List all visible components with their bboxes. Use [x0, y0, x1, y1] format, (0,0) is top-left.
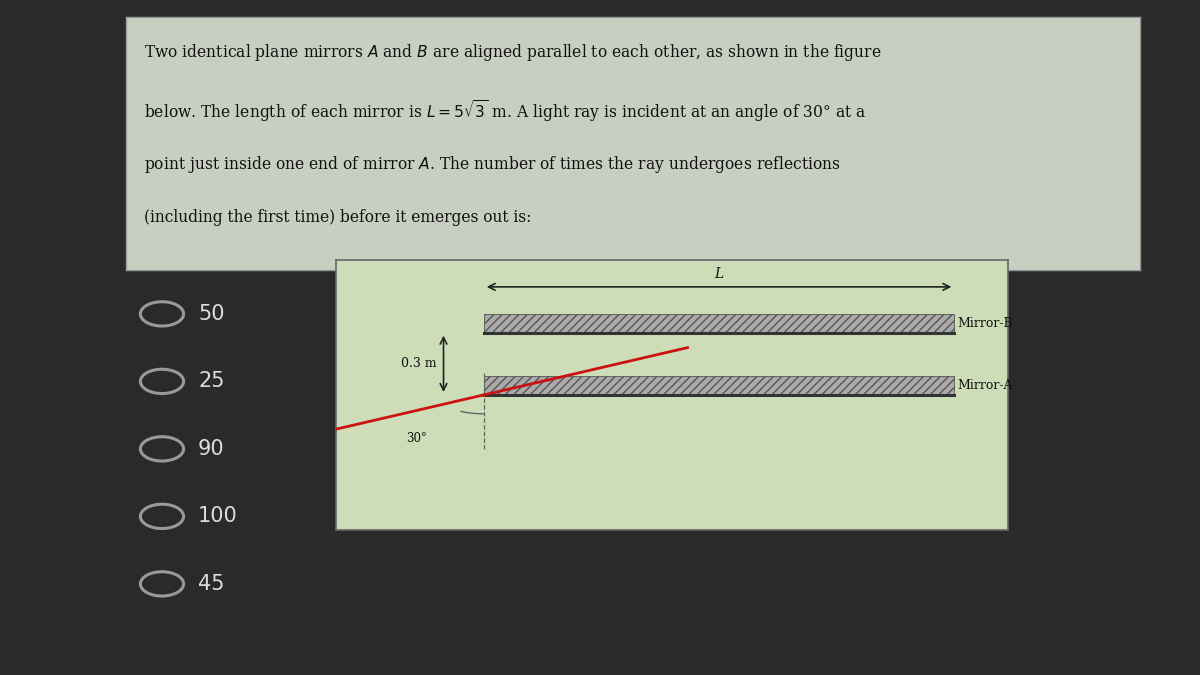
Bar	[484, 376, 954, 395]
Text: Two identical plane mirrors $A$ and $B$ are aligned parallel to each other, as s: Two identical plane mirrors $A$ and $B$ …	[144, 42, 882, 63]
Text: (including the first time) before it emerges out is:: (including the first time) before it eme…	[144, 209, 532, 226]
Text: 45: 45	[198, 574, 224, 594]
Text: 0.3 m: 0.3 m	[401, 357, 437, 371]
Text: 30°: 30°	[407, 431, 427, 445]
Text: L: L	[714, 267, 724, 281]
Text: 100: 100	[198, 506, 238, 526]
Text: Mirror-A: Mirror-A	[958, 379, 1013, 392]
Text: 90: 90	[198, 439, 224, 459]
Text: below. The length of each mirror is $L = 5\sqrt{3}$ m. A light ray is incident a: below. The length of each mirror is $L =…	[144, 98, 866, 124]
Text: 25: 25	[198, 371, 224, 392]
Text: point just inside one end of mirror $A$. The number of times the ray undergoes r: point just inside one end of mirror $A$.…	[144, 154, 841, 175]
Bar	[484, 314, 954, 333]
Text: Mirror-B: Mirror-B	[958, 317, 1013, 330]
Text: 50: 50	[198, 304, 224, 324]
